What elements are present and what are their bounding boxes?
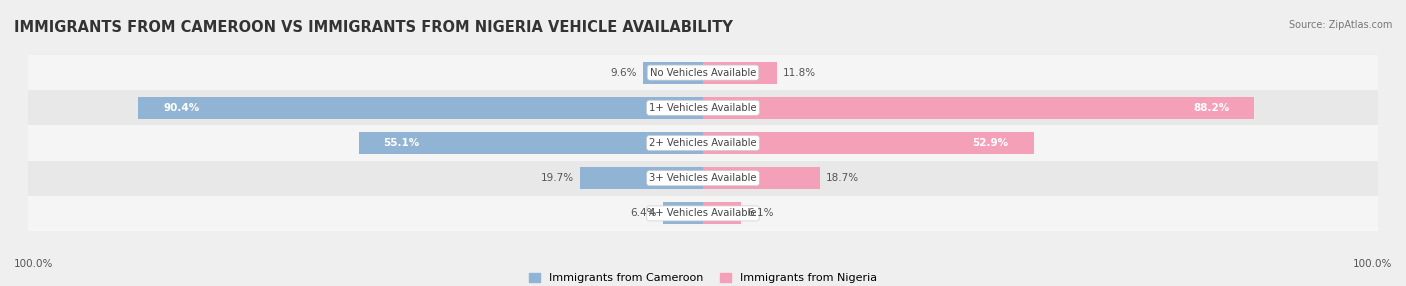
Bar	[703, 132, 1033, 154]
Text: No Vehicles Available: No Vehicles Available	[650, 67, 756, 78]
Text: 88.2%: 88.2%	[1192, 103, 1229, 113]
Bar	[643, 62, 703, 84]
Bar	[0, 161, 1406, 196]
Text: 18.7%: 18.7%	[827, 173, 859, 183]
Text: 4+ Vehicles Available: 4+ Vehicles Available	[650, 208, 756, 219]
Bar	[0, 125, 1406, 161]
Bar	[703, 202, 741, 224]
Legend: Immigrants from Cameroon, Immigrants from Nigeria: Immigrants from Cameroon, Immigrants fro…	[524, 268, 882, 286]
Bar	[703, 62, 776, 84]
Bar	[579, 167, 703, 189]
Text: 55.1%: 55.1%	[384, 138, 420, 148]
Text: 3+ Vehicles Available: 3+ Vehicles Available	[650, 173, 756, 183]
Text: 90.4%: 90.4%	[163, 103, 200, 113]
Text: 19.7%: 19.7%	[540, 173, 574, 183]
Text: 52.9%: 52.9%	[973, 138, 1008, 148]
Bar	[0, 90, 1406, 125]
Bar	[0, 55, 1406, 90]
Text: 6.4%: 6.4%	[630, 208, 657, 219]
Bar	[138, 97, 703, 119]
Bar	[0, 196, 1406, 231]
Text: Source: ZipAtlas.com: Source: ZipAtlas.com	[1288, 20, 1392, 30]
Bar	[703, 167, 820, 189]
Bar	[703, 97, 1254, 119]
Bar	[664, 202, 703, 224]
Bar	[359, 132, 703, 154]
Text: IMMIGRANTS FROM CAMEROON VS IMMIGRANTS FROM NIGERIA VEHICLE AVAILABILITY: IMMIGRANTS FROM CAMEROON VS IMMIGRANTS F…	[14, 20, 733, 35]
Text: 100.0%: 100.0%	[14, 259, 53, 269]
Text: 9.6%: 9.6%	[610, 67, 637, 78]
Text: 100.0%: 100.0%	[1353, 259, 1392, 269]
Text: 11.8%: 11.8%	[783, 67, 815, 78]
Text: 6.1%: 6.1%	[748, 208, 773, 219]
Text: 1+ Vehicles Available: 1+ Vehicles Available	[650, 103, 756, 113]
Text: 2+ Vehicles Available: 2+ Vehicles Available	[650, 138, 756, 148]
